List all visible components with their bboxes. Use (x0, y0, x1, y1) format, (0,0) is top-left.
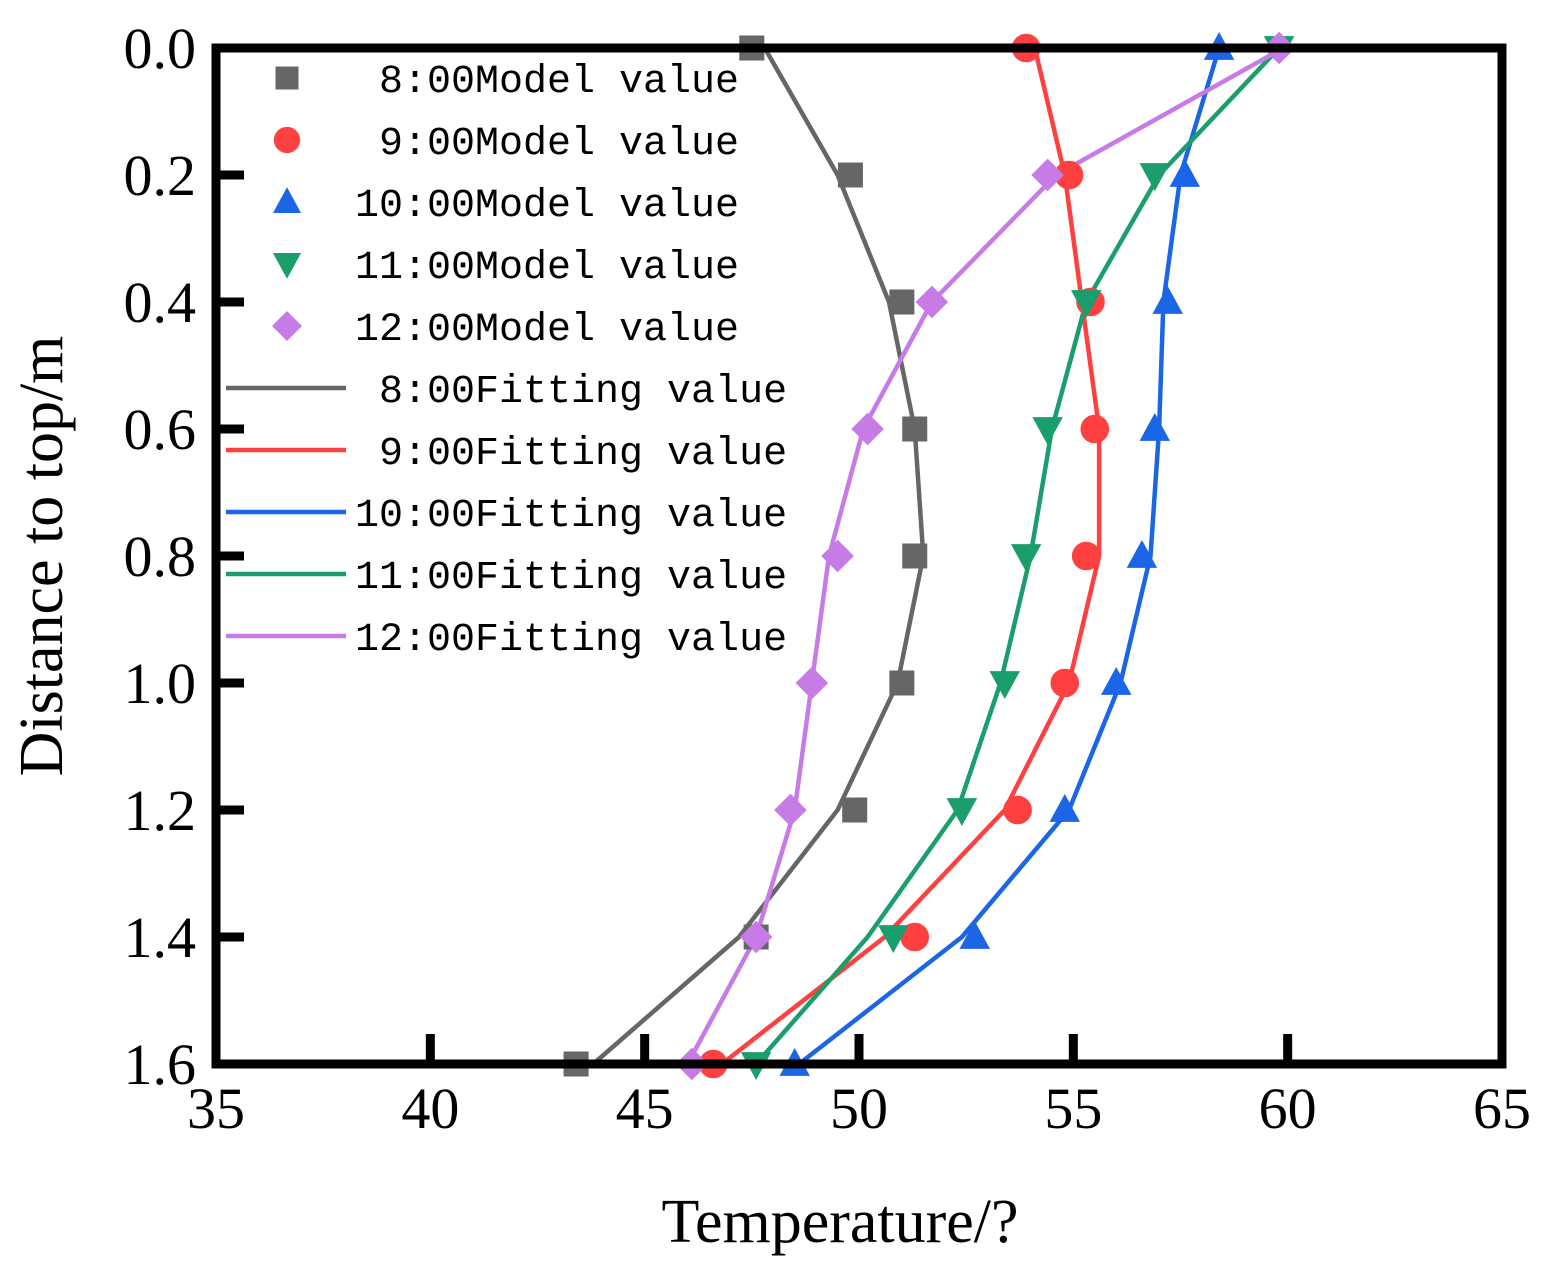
model-point-800-3 (902, 416, 928, 442)
y-tick-label-1.2: 1.2 (124, 778, 197, 843)
model-point-1000-1 (1169, 158, 1201, 187)
plot-marks (563, 31, 1296, 1081)
model-point-900-4 (1071, 541, 1101, 571)
x-axis-ticks: 35 40 45 50 55 60 65 (187, 1034, 1531, 1141)
x-tick-label-35: 35 (187, 1076, 245, 1141)
legend-label-model-1000: 10:00Model value (355, 184, 739, 229)
x-tick-label-45: 45 (616, 1076, 674, 1141)
legend-label-model-1100: 11:00Model value (355, 246, 739, 291)
model-point-800-6 (842, 797, 868, 823)
model-point-1100-5 (989, 671, 1020, 700)
model-point-1200-4 (821, 539, 854, 573)
fitting-line-1000 (797, 47, 1222, 1066)
model-point-1200-3 (851, 412, 884, 446)
model-point-1000-5 (1100, 666, 1132, 695)
model-point-1200-6 (774, 793, 807, 827)
legend-label-fit-800: 8:00Fitting value (355, 370, 787, 415)
legend-marker-1200 (271, 310, 303, 342)
model-point-1000-4 (1126, 539, 1158, 568)
model-point-1100-6 (946, 798, 978, 827)
y-tick-label-1.6: 1.6 (124, 1032, 197, 1097)
y-tick-label-0.4: 0.4 (124, 270, 197, 335)
legend-label-fit-1000: 10:00Fitting value (355, 494, 787, 539)
legend-label-model-800: 8:00Model value (355, 60, 739, 105)
y-tick-label-0.6: 0.6 (124, 397, 197, 462)
model-point-1000-2 (1152, 285, 1183, 314)
model-point-1100-7 (878, 925, 909, 954)
y-tick-label-0.8: 0.8 (124, 524, 197, 589)
legend-marker-900 (273, 126, 301, 154)
model-point-1000-3 (1139, 412, 1171, 441)
model-point-1100-3 (1032, 417, 1063, 446)
x-tick-label-65: 65 (1473, 1076, 1531, 1141)
y-tick-label-1.0: 1.0 (124, 651, 197, 716)
y-tick-label-0.0: 0.0 (124, 16, 197, 81)
y-axis-ticks: 0.0 0.2 0.4 0.6 0.8 1.0 1.2 1.4 1.6 (124, 16, 244, 1097)
x-tick-label-55: 55 (1044, 1076, 1102, 1141)
model-point-800-4 (902, 543, 928, 569)
x-axis-title: Temperature/? (661, 1188, 1018, 1256)
model-point-1100-4 (1010, 544, 1042, 573)
model-point-1100-1 (1139, 163, 1171, 192)
model-point-900-5 (1050, 668, 1080, 698)
legend-label-fit-900: 9:00Fitting value (355, 432, 787, 477)
legend-marker-800 (275, 66, 299, 90)
model-point-1200-2 (915, 285, 949, 319)
legend: 8:00Model value 9:00Model value 10:00Mode… (226, 60, 787, 663)
model-point-800-1 (837, 162, 863, 188)
y-tick-label-0.2: 0.2 (124, 143, 197, 208)
model-point-1000-7 (959, 920, 990, 949)
model-point-1100-2 (1070, 290, 1102, 319)
legend-label-model-1200: 12:00Model value (355, 308, 739, 353)
model-point-1200-7 (739, 920, 773, 954)
model-point-1200-5 (795, 666, 829, 700)
model-point-900-6 (1003, 795, 1032, 825)
x-tick-label-40: 40 (401, 1076, 459, 1141)
legend-label-fit-1100: 11:00Fitting value (355, 556, 787, 601)
legend-label-fit-1200: 12:00Fitting value (355, 618, 787, 663)
legend-marker-1000 (272, 187, 302, 213)
model-point-1000-6 (1049, 793, 1081, 822)
y-tick-label-1.4: 1.4 (124, 905, 197, 970)
legend-label-model-900: 9:00Model value (355, 122, 739, 167)
y-axis-title: Distance to top/m (8, 336, 76, 777)
legend-marker-1100 (272, 253, 302, 279)
x-tick-label-50: 50 (830, 1076, 888, 1141)
model-point-800-5 (889, 670, 915, 696)
model-point-800-2 (889, 289, 915, 315)
x-tick-label-60: 60 (1259, 1076, 1317, 1141)
model-point-900-3 (1080, 414, 1110, 444)
model-point-1200-1 (1031, 158, 1064, 192)
